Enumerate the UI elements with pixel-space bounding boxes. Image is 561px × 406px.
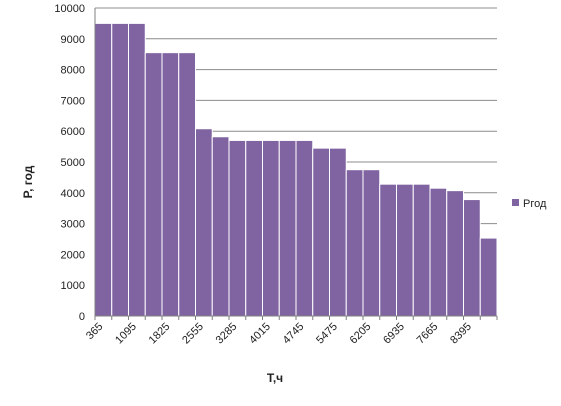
bar <box>312 147 330 317</box>
x-tick-label: 3285 <box>214 321 240 347</box>
x-tick-labels: 365 1095 1825 2555 3285 4015 4745 5475 6205 6935 7… <box>84 321 474 347</box>
bar <box>396 183 414 317</box>
bar <box>211 136 230 317</box>
x-tick-label: 6935 <box>381 321 407 347</box>
x-tick-label: 7665 <box>415 321 441 347</box>
y-tick-label: 0 <box>79 311 85 323</box>
y-tick-label: 2000 <box>61 249 85 261</box>
y-tick-label: 6000 <box>61 126 85 138</box>
y-tick-label: 5000 <box>61 157 85 169</box>
y-tick-label: 9000 <box>61 34 85 46</box>
y-tick-label: 7000 <box>61 95 85 107</box>
bar <box>479 237 498 317</box>
y-axis-title: P, год <box>21 165 35 198</box>
y-tick-label: 4000 <box>61 188 85 200</box>
x-tick-label: 8395 <box>448 321 474 347</box>
bar <box>446 190 464 317</box>
bar <box>429 187 448 317</box>
x-tick-label: 365 <box>84 321 105 342</box>
legend-swatch <box>512 199 519 206</box>
y-tick-label: 1000 <box>61 280 85 292</box>
y-tick-label: 8000 <box>61 65 85 77</box>
bar <box>195 128 213 317</box>
bar <box>463 199 481 317</box>
bar <box>94 22 113 317</box>
axes <box>94 8 498 320</box>
y-tick-labels: 0 1000 2000 3000 4000 5000 6000 7000 8000 9000 100… <box>54 3 85 323</box>
bar <box>128 22 146 317</box>
bar <box>245 139 263 317</box>
bar <box>362 169 381 317</box>
legend: Pгод <box>512 198 547 210</box>
bar <box>262 139 280 317</box>
bar <box>111 22 129 317</box>
x-tick-label: 6205 <box>348 321 374 347</box>
legend-label: Pгод <box>523 198 547 210</box>
x-tick-label: 4015 <box>247 321 273 347</box>
bar <box>144 52 163 317</box>
x-tick-label: 1095 <box>113 321 139 347</box>
bar <box>379 183 397 317</box>
bar <box>228 139 247 317</box>
bar <box>329 147 347 317</box>
x-tick-label: 5475 <box>314 321 340 347</box>
bars <box>94 22 498 317</box>
x-tick-label: 4745 <box>281 321 307 347</box>
bar <box>161 52 180 317</box>
y-tick-label: 10000 <box>54 3 85 15</box>
x-axis-title: T,ч <box>267 371 283 385</box>
bar <box>295 139 314 317</box>
x-tick-label: 1825 <box>147 321 173 347</box>
bar <box>345 169 364 317</box>
bar <box>278 139 297 317</box>
y-tick-label: 3000 <box>61 219 85 231</box>
bar <box>412 183 431 317</box>
bar <box>178 52 196 317</box>
x-tick-label: 2555 <box>180 321 206 347</box>
